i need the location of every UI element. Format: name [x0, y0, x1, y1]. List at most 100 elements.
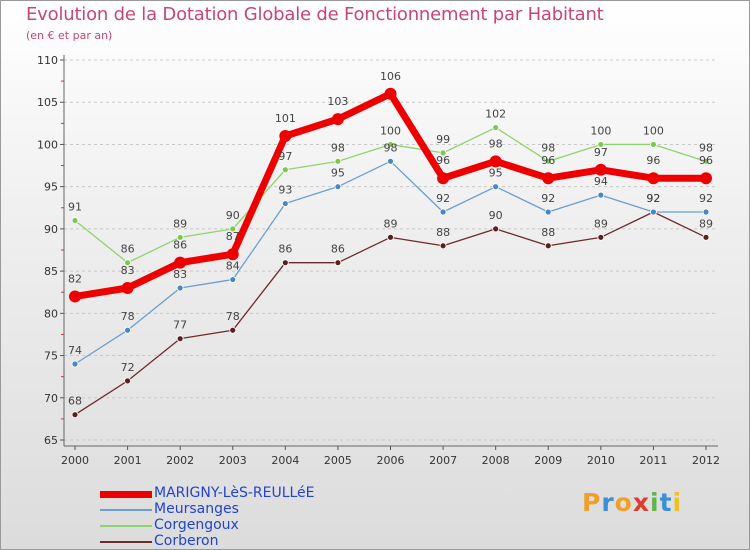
- data-point: [544, 208, 552, 216]
- data-label: 100: [590, 124, 611, 137]
- data-point: [650, 141, 657, 148]
- data-point: [650, 208, 657, 216]
- data-point: [334, 157, 342, 165]
- x-tick-label: 2010: [587, 454, 615, 467]
- data-point: [226, 248, 239, 261]
- data-label: 84: [226, 260, 240, 273]
- data-label: 95: [331, 167, 345, 180]
- data-point: [281, 200, 289, 207]
- data-label: 89: [173, 217, 187, 230]
- data-label: 88: [541, 226, 555, 239]
- data-label: 90: [489, 209, 503, 222]
- x-tick-label: 2001: [114, 454, 142, 467]
- legend-swatch: [100, 490, 152, 498]
- y-tick-label: 65: [44, 434, 58, 447]
- y-tick-label: 90: [44, 223, 58, 236]
- data-point: [334, 183, 342, 191]
- data-label: 88: [436, 226, 450, 239]
- data-point: [439, 149, 447, 157]
- data-point: [176, 233, 184, 241]
- x-tick-label: 2004: [271, 454, 299, 467]
- data-label: 106: [380, 70, 401, 83]
- data-point: [229, 276, 237, 283]
- data-point: [387, 157, 394, 165]
- legend-label: Corgengoux: [154, 517, 239, 533]
- data-label: 96: [436, 154, 450, 167]
- y-tick-label: 100: [37, 138, 58, 151]
- data-point: [492, 183, 500, 191]
- logo-letter: i: [650, 488, 660, 517]
- data-label: 94: [594, 175, 608, 188]
- data-label: 74: [68, 344, 82, 357]
- data-point: [387, 141, 394, 148]
- data-label: 98: [541, 141, 555, 154]
- x-tick-label: 2008: [482, 454, 510, 467]
- data-point: [69, 290, 81, 303]
- data-label: 78: [226, 310, 240, 323]
- data-point: [121, 282, 134, 294]
- data-point: [176, 335, 184, 343]
- data-label: 89: [384, 217, 398, 230]
- data-label: 98: [384, 141, 398, 154]
- data-point: [542, 172, 555, 185]
- series-line: [74, 160, 707, 365]
- y-tick-label: 105: [37, 96, 58, 109]
- data-point: [281, 166, 289, 174]
- data-label: 91: [68, 200, 82, 213]
- data-point: [174, 256, 187, 269]
- data-label: 82: [68, 272, 82, 285]
- data-point: [594, 163, 607, 176]
- data-point: [700, 172, 712, 185]
- y-tick-label: 110: [37, 54, 58, 67]
- y-tick-label: 80: [44, 307, 58, 320]
- x-tick-label: 2005: [324, 454, 352, 467]
- logo-letter: t: [659, 488, 673, 517]
- data-point: [597, 141, 605, 148]
- legend-label: MARIGNY-LèS-REULLéE: [154, 485, 315, 501]
- data-point: [71, 411, 79, 419]
- data-label: 100: [643, 124, 664, 137]
- data-label: 98: [699, 141, 713, 154]
- data-label: 100: [380, 124, 401, 137]
- data-point: [597, 191, 605, 199]
- data-point: [384, 87, 397, 100]
- data-label: 95: [489, 167, 503, 180]
- x-tick-label: 2011: [639, 454, 667, 467]
- legend-swatch: [100, 541, 152, 543]
- data-point: [544, 157, 552, 165]
- logo-letter: x: [632, 488, 650, 517]
- data-point: [71, 360, 79, 368]
- data-point: [702, 233, 710, 241]
- data-point: [702, 157, 710, 165]
- data-label: 96: [699, 154, 713, 167]
- logo-letter: o: [614, 488, 633, 517]
- logo-letter: r: [601, 488, 615, 517]
- data-label: 92: [436, 192, 450, 205]
- data-point: [492, 225, 500, 233]
- data-point: [439, 208, 447, 216]
- data-label: 86: [173, 239, 187, 252]
- x-tick-label: 2000: [61, 454, 89, 467]
- data-point: [647, 172, 660, 185]
- data-label: 97: [594, 146, 608, 159]
- data-label: 92: [699, 192, 713, 205]
- data-point: [334, 259, 342, 267]
- data-label: 86: [278, 243, 292, 256]
- data-point: [124, 326, 131, 334]
- data-label: 102: [485, 108, 506, 121]
- data-point: [331, 113, 344, 126]
- data-label: 89: [594, 217, 608, 230]
- x-tick-label: 2012: [692, 454, 720, 467]
- data-point: [124, 259, 131, 267]
- data-point: [489, 155, 502, 168]
- y-tick-label: 95: [44, 181, 58, 194]
- x-tick-label: 2009: [534, 454, 562, 467]
- data-point: [176, 284, 184, 292]
- data-point: [702, 208, 710, 216]
- data-label: 103: [327, 95, 348, 108]
- data-point: [492, 124, 500, 131]
- data-label: 92: [646, 192, 660, 205]
- legend-swatch: [100, 509, 152, 511]
